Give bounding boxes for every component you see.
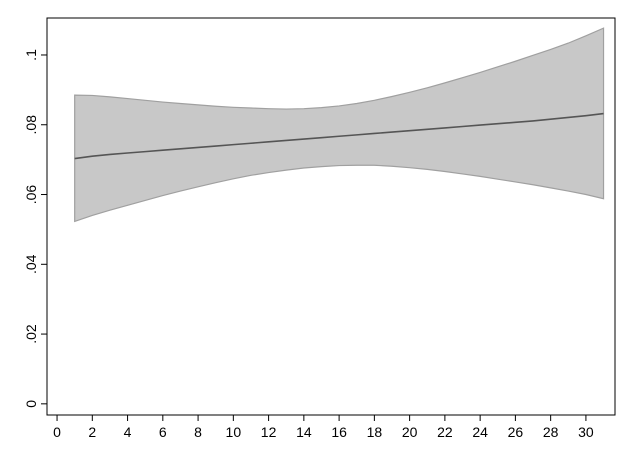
x-tick-label: 22 — [437, 424, 453, 440]
x-tick-label: 18 — [367, 424, 383, 440]
x-tick-label: 20 — [402, 424, 418, 440]
x-tick-label: 16 — [331, 424, 347, 440]
x-tick-label: 0 — [53, 424, 61, 440]
y-tick-label: .02 — [23, 324, 39, 344]
plot-frame — [46, 17, 616, 416]
x-tick-label: 26 — [508, 424, 524, 440]
x-tick-label: 8 — [194, 424, 202, 440]
x-tick-label: 28 — [543, 424, 559, 440]
x-tick-label: 6 — [159, 424, 167, 440]
x-tick-label: 10 — [226, 424, 242, 440]
y-tick-label: .1 — [23, 49, 39, 61]
y-tick-label: .06 — [23, 185, 39, 205]
x-tick-label: 30 — [578, 424, 594, 440]
x-tick-label: 12 — [261, 424, 277, 440]
x-tick-label: 2 — [88, 424, 96, 440]
y-tick-label: .04 — [23, 254, 39, 274]
x-tick-label: 4 — [124, 424, 132, 440]
x-tick-label: 14 — [296, 424, 312, 440]
y-tick-label: .08 — [23, 115, 39, 135]
confidence-band — [74, 27, 605, 223]
line — [74, 112, 604, 160]
y-tick-label: 0 — [23, 400, 39, 408]
x-tick-label: 24 — [472, 424, 488, 440]
